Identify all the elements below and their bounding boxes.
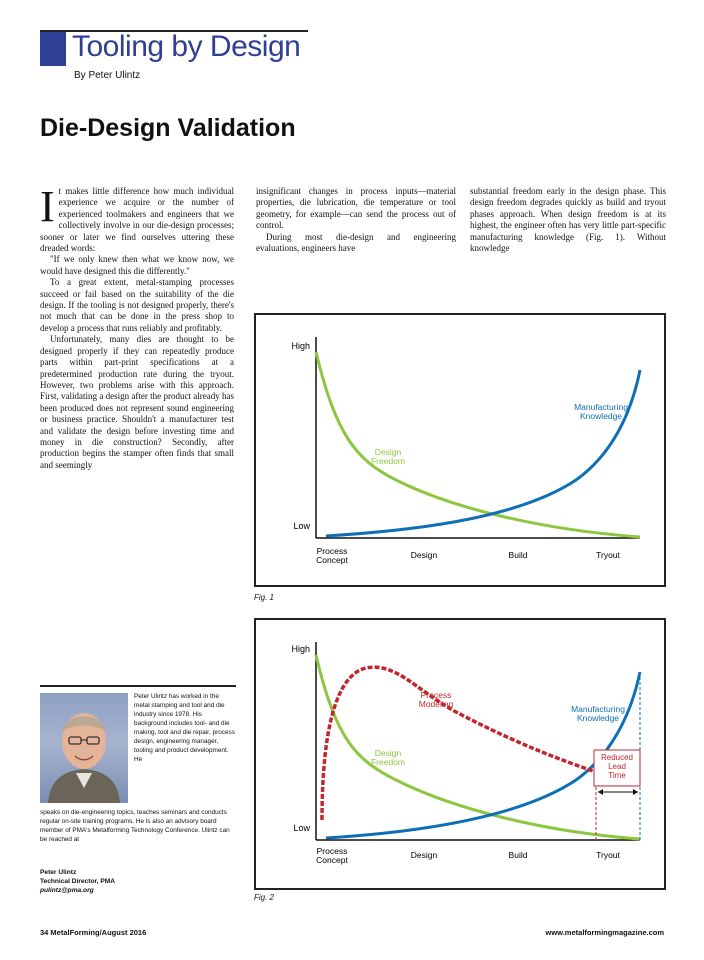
author-name: Peter Ulintz [40, 869, 77, 876]
series-label-manufacturing-knowledge: Manufacturing Knowledge [574, 402, 628, 421]
figure-2: High Low Reduced Lead Time Process Modeling… [254, 618, 666, 890]
footer-right: www.metalformingmagazine.com [545, 928, 665, 937]
paragraph: t makes little difference how much indiv… [40, 186, 234, 254]
article-headline: Die-Design Validation [40, 114, 296, 142]
x-tick-tryout: Tryout [596, 550, 620, 560]
x-tick-design: Design [411, 850, 438, 860]
bio-text-wide: speaks on die-engineering topics, teache… [40, 809, 230, 843]
bio-text-side: Peter Ulintz has worked in the metal sta… [134, 693, 235, 763]
y-label-high: High [291, 341, 310, 351]
bio-rule [40, 685, 236, 687]
paragraph: "If we only knew then what we know now, … [40, 254, 234, 276]
figure-1-chart: High Low Design Freedom Manufacturing Know… [291, 337, 642, 565]
y-label-low: Low [293, 823, 310, 833]
paragraph: During most die-design and engineering e… [256, 231, 456, 254]
footer-left: 34 MetalForming/August 2016 [40, 928, 147, 937]
series-label-manufacturing-knowledge: Manufacturing Knowledge [571, 704, 625, 723]
x-tick-labels: Process Concept Design Build Tryout [316, 546, 620, 565]
series-label-process-modeling: Process Modeling [419, 690, 454, 709]
design-freedom-curve [314, 351, 641, 539]
series-label-design-freedom: Design Freedom [371, 748, 405, 767]
paragraph: Unfortunately, many dies are thought to … [40, 334, 234, 470]
x-tick-process-concept: Process Concept [316, 546, 348, 565]
reduced-lead-time-box [593, 749, 641, 787]
drop-cap: I [40, 182, 55, 231]
x-tick-process-concept: Process Concept [316, 846, 348, 865]
paragraph: insignificant changes in process inputs—… [256, 186, 456, 231]
manufacturing-knowledge-curve [325, 369, 642, 538]
x-tick-design: Design [411, 550, 438, 560]
y-label-low: Low [293, 521, 310, 531]
x-tick-build: Build [509, 850, 528, 860]
header-rule [40, 30, 308, 32]
author-email: pulintz@pma.org [40, 887, 94, 894]
author-photo [40, 693, 128, 803]
article-column-2: insignificant changes in process inputs—… [256, 186, 456, 254]
department-title: Tooling by Design [72, 30, 301, 63]
series-label-reduced-lead-time: Reduced Lead Time [601, 753, 633, 780]
y-label-high: High [291, 644, 310, 654]
design-freedom-curve [314, 654, 641, 841]
figure-1-caption: Fig. 1 [254, 593, 275, 602]
figure-1: High Low Design Freedom Manufacturing Know… [254, 313, 666, 587]
process-modeling-curve [320, 665, 597, 821]
figure-2-chart: High Low Reduced Lead Time Process Modeling… [291, 642, 642, 865]
author-title: Technical Director, PMA [40, 878, 115, 885]
figure-2-caption: Fig. 2 [254, 893, 275, 902]
series-label-design-freedom: Design Freedom [371, 447, 405, 466]
article-column-3: substantial freedom early in the design … [470, 186, 666, 254]
byline: By Peter Ulintz [74, 70, 141, 81]
x-tick-build: Build [509, 550, 528, 560]
paragraph: To a great extent, metal-stamping proces… [40, 277, 234, 333]
manufacturing-knowledge-curve [325, 671, 642, 840]
department-color-block [40, 32, 66, 66]
x-tick-tryout: Tryout [596, 850, 620, 860]
paragraph: substantial freedom early in the design … [470, 186, 666, 254]
author-portrait [48, 713, 120, 803]
x-tick-labels: Process Concept Design Build Tryout [316, 846, 620, 865]
